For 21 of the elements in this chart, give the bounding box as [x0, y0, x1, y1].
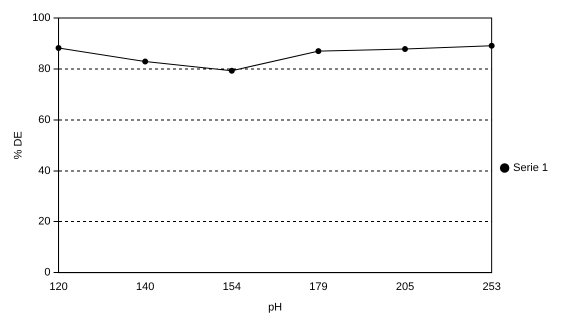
- y-tick-label: 100: [32, 12, 51, 24]
- point: [402, 46, 408, 52]
- x-tick-label: 179: [309, 281, 328, 294]
- x-tick-label: 120: [49, 281, 68, 294]
- point: [142, 58, 148, 65]
- y-tick-label: 80: [38, 62, 51, 75]
- point: [56, 45, 62, 52]
- x-tick-label: 253: [482, 281, 501, 294]
- point: [228, 68, 235, 74]
- y-tick-label: 0: [44, 266, 51, 279]
- y-tick-label: 40: [38, 164, 51, 177]
- legend-label: Serie 1: [513, 162, 548, 174]
- y-axis-title: % DE: [12, 131, 25, 160]
- point: [315, 48, 322, 54]
- point: [488, 42, 495, 49]
- x-tick-label: 140: [136, 281, 154, 294]
- x-tick-label: 205: [396, 281, 414, 294]
- y-tick-label: 20: [38, 216, 51, 228]
- x-axis-title: pH: [268, 301, 282, 314]
- y-tick-label: 60: [38, 114, 51, 126]
- x-tick-label: 154: [222, 281, 241, 294]
